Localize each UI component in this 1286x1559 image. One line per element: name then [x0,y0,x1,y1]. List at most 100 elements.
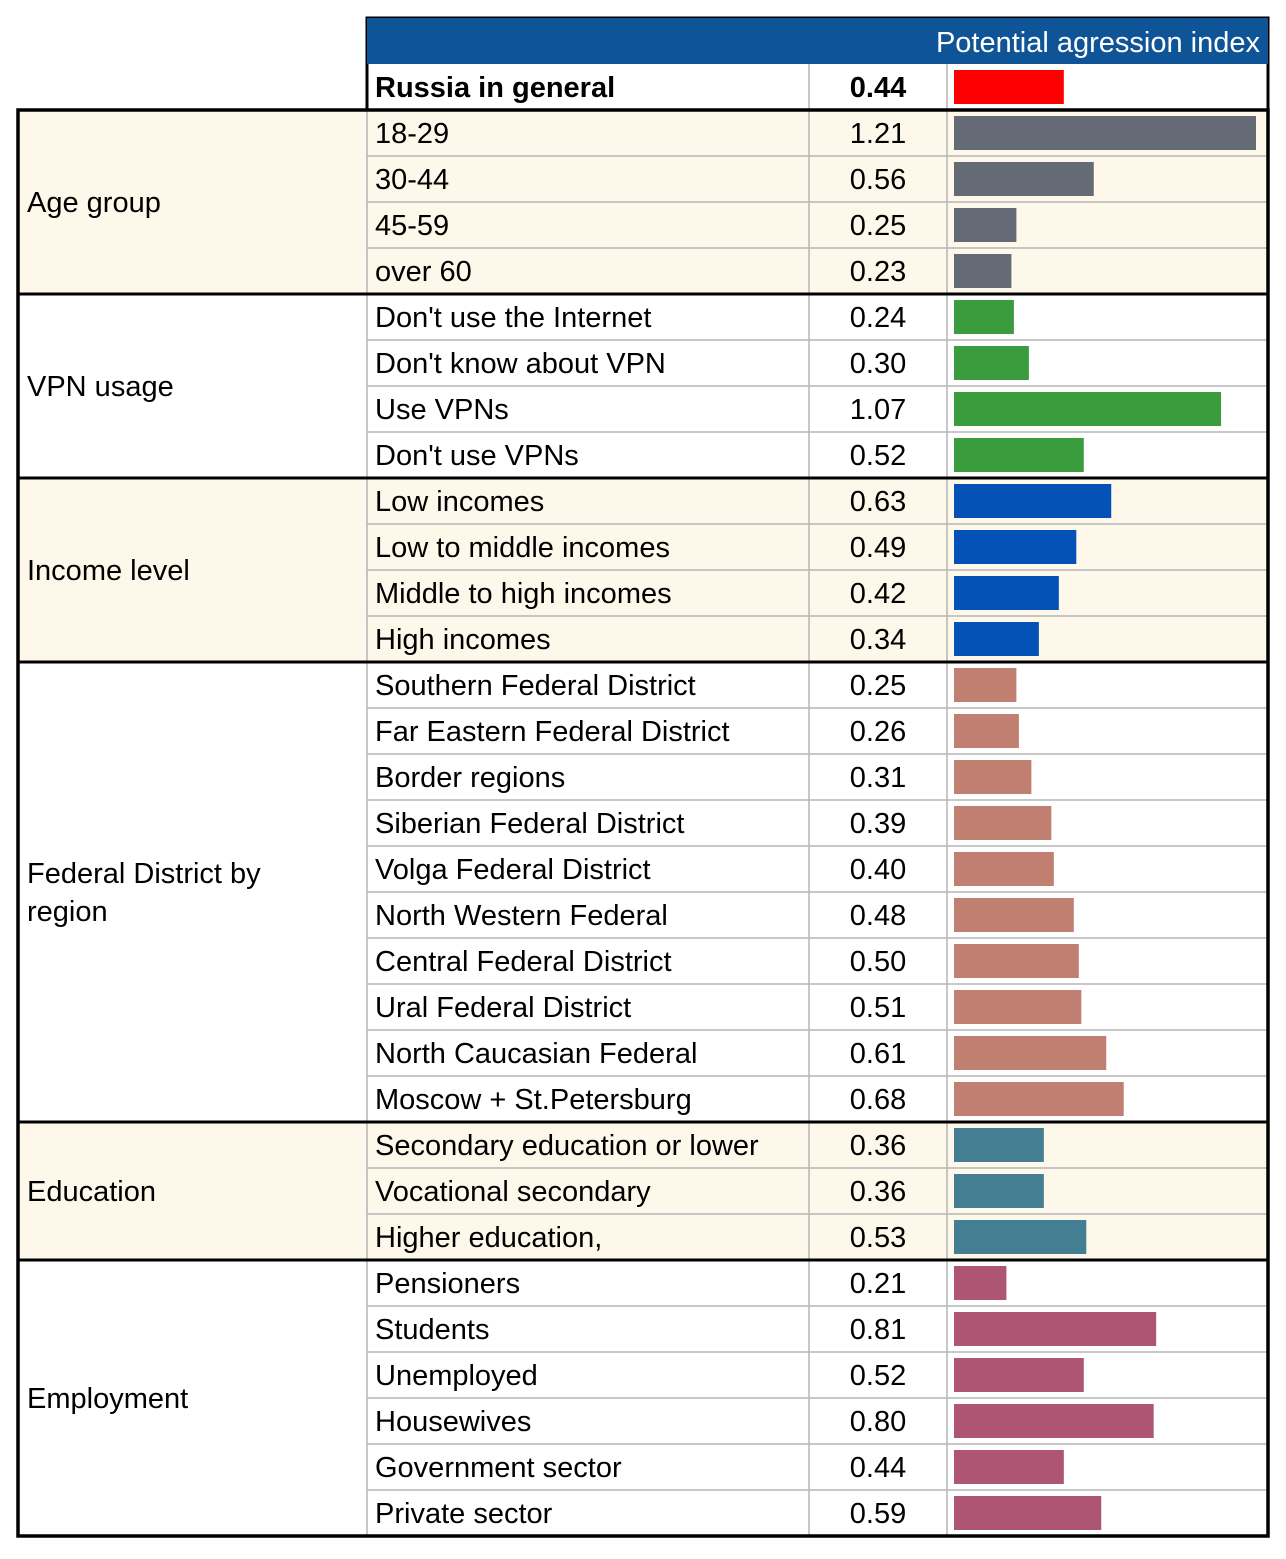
group-label: Income level [27,555,190,587]
row-value: 0.25 [850,210,906,242]
group-label: VPN usage [27,371,174,403]
group-label-line: Federal District by [27,858,261,890]
bar [954,1082,1124,1116]
group-label: Education [27,1176,156,1208]
group-label-line: region [27,896,108,928]
bar [954,852,1054,886]
group-label: Employment [27,1383,188,1415]
row-label: over 60 [375,256,472,288]
row-value: 0.30 [850,348,906,380]
row-value: 0.81 [850,1314,906,1346]
row-label: Don't know about VPN [375,348,666,380]
row-value: 0.31 [850,762,906,794]
row-value: 0.48 [850,900,906,932]
row-value: 0.21 [850,1268,906,1300]
row-value: 0.50 [850,946,906,978]
row-label: Pensioners [375,1268,520,1300]
overall-label: Russia in general [375,72,615,104]
bar [954,898,1074,932]
row-value: 0.34 [850,624,906,656]
row-label: Siberian Federal District [375,808,684,840]
row-value: 0.52 [850,440,906,472]
row-value: 0.49 [850,532,906,564]
bar [954,1220,1087,1254]
bar [954,668,1017,702]
row-value: 0.23 [850,256,906,288]
row-value: 0.24 [850,302,906,334]
row-label: Higher education, [375,1222,602,1254]
row-label: Far Eastern Federal District [375,716,730,748]
row-label: Middle to high incomes [375,578,672,610]
row-label: Low to middle incomes [375,532,670,564]
row-value: 0.80 [850,1406,906,1438]
bar [954,208,1017,242]
row-label: Ural Federal District [375,992,631,1024]
row-label: 45-59 [375,210,449,242]
row-label: Government sector [375,1452,622,1484]
bars [954,70,1256,1530]
bar [954,576,1059,610]
overall-value: 0.44 [850,72,906,104]
bar [954,714,1019,748]
bar [954,1128,1044,1162]
row-value: 0.52 [850,1360,906,1392]
overall-bar [954,70,1064,104]
row-value: 0.26 [850,716,906,748]
row-label: Secondary education or lower [375,1130,759,1162]
row-value: 0.56 [850,164,906,196]
row-label: 30-44 [375,164,449,196]
row-label: Volga Federal District [375,854,651,886]
bar [954,990,1082,1024]
bar [954,1496,1102,1530]
row-value: 0.53 [850,1222,906,1254]
row-value: 0.25 [850,670,906,702]
row-label: North Western Federal [375,900,668,932]
row-label: Housewives [375,1406,531,1438]
group-label-line: Employment [27,1383,188,1415]
chart-title: Potential agression index [936,27,1261,59]
row-value: 0.59 [850,1498,906,1530]
bar [954,392,1222,426]
row-label: 18-29 [375,118,449,150]
header-background [367,18,1268,64]
bar [954,1358,1084,1392]
group-label: Age group [27,187,161,219]
row-label: Moscow + St.Petersburg [375,1084,692,1116]
row-value: 0.63 [850,486,906,518]
group-label-line: Income level [27,555,190,587]
bar [954,530,1077,564]
row-value: 0.61 [850,1038,906,1070]
row-value: 0.36 [850,1176,906,1208]
row-label: Unemployed [375,1360,538,1392]
row-label: Don't use VPNs [375,440,579,472]
bar [954,1036,1107,1070]
row-label: Students [375,1314,489,1346]
bar [954,1266,1007,1300]
row-value: 1.07 [850,394,906,426]
row-label: High incomes [375,624,551,656]
chart-header: Potential agression index [367,18,1268,64]
bar [954,116,1256,150]
grid-lines [366,64,1268,1536]
bar [954,1450,1064,1484]
row-value: 0.68 [850,1084,906,1116]
bar [954,1174,1044,1208]
row-label: Vocational secondary [375,1176,651,1208]
group-label: Federal District by region [27,858,261,928]
row-value: 0.40 [850,854,906,886]
row-label: Don't use the Internet [375,302,651,334]
thick-borders [16,16,1270,1538]
row-value: 0.42 [850,578,906,610]
row-label: Low incomes [375,486,544,518]
bar [954,300,1014,334]
bar [954,438,1084,472]
row-label: North Caucasian Federal [375,1038,697,1070]
bar [954,1404,1154,1438]
row-label: Southern Federal District [375,670,696,702]
bar [954,806,1052,840]
row-label: Private sector [375,1498,553,1530]
group-label-line: Age group [27,187,161,219]
bar [954,346,1029,380]
